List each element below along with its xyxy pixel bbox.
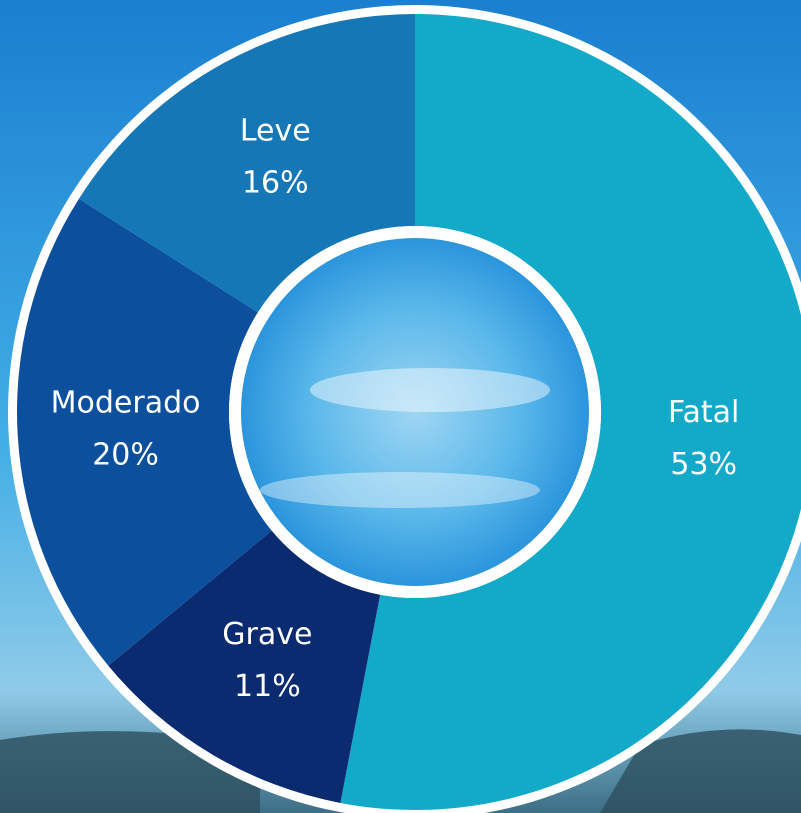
value-label: 20% [92,438,159,473]
value-label: 11% [234,669,301,704]
labels: Fatal 53% Grave 11% Moderado 20% Leve 16% [51,113,740,704]
donut-segment [108,530,381,803]
segments [17,14,801,810]
value-label: 53% [670,447,737,482]
donut-segment [340,14,801,810]
cloud [310,368,550,412]
landscape [600,729,801,813]
cloud [260,472,540,508]
value-label: 16% [242,165,309,200]
segment-label: Moderado [51,386,201,421]
donut-segment [17,198,272,666]
donut-segment [78,14,415,313]
segment-label: Grave [222,617,312,652]
segment-label: Leve [240,113,311,148]
segment-label: Fatal [668,395,739,430]
center-sky [241,238,589,586]
